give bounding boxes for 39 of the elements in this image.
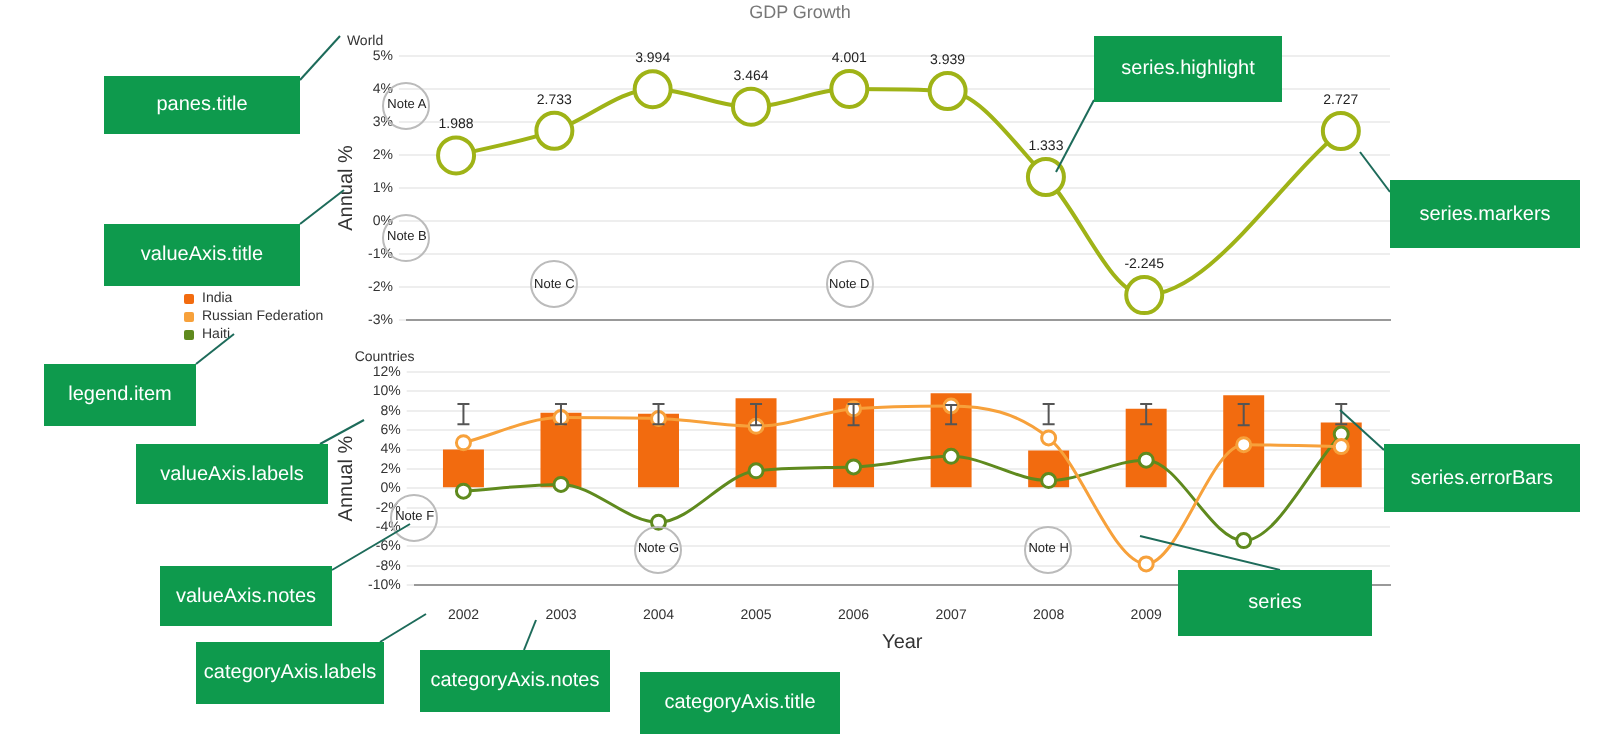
callout: panes.title xyxy=(104,76,300,134)
point xyxy=(454,482,472,500)
point xyxy=(1040,429,1058,447)
point xyxy=(632,69,673,110)
point xyxy=(1235,532,1253,550)
callout: series xyxy=(1178,570,1372,636)
y-axis-title: Annual % xyxy=(335,435,358,522)
callout: legend.item xyxy=(44,364,196,426)
chart-title: GDP Growth xyxy=(749,1,851,22)
callout: valueAxis.notes xyxy=(160,566,332,626)
bar xyxy=(638,413,679,488)
callout: series.markers xyxy=(1390,180,1580,248)
point xyxy=(1025,157,1066,198)
point xyxy=(1320,111,1361,152)
bar xyxy=(442,449,484,488)
point xyxy=(747,462,765,480)
callout: categoryAxis.labels xyxy=(196,642,384,704)
point xyxy=(454,434,472,452)
point xyxy=(1137,555,1155,573)
point xyxy=(1040,472,1058,490)
point xyxy=(1137,451,1155,469)
callout: categoryAxis.notes xyxy=(420,650,610,712)
callout: series.errorBars xyxy=(1384,444,1580,512)
callout: series.highlight xyxy=(1094,36,1282,102)
callout: valueAxis.labels xyxy=(136,444,328,504)
point xyxy=(552,475,570,493)
point xyxy=(845,458,863,476)
point xyxy=(829,68,870,109)
callout: valueAxis.title xyxy=(104,224,300,286)
point xyxy=(1235,436,1253,454)
point xyxy=(927,71,968,112)
point xyxy=(436,135,477,176)
callout: categoryAxis.title xyxy=(640,672,840,734)
point xyxy=(534,110,575,151)
point xyxy=(942,447,960,465)
point xyxy=(1124,275,1165,316)
point xyxy=(730,86,771,127)
x-axis-title: Year xyxy=(882,631,924,654)
y-axis-title: Annual % xyxy=(335,144,358,231)
